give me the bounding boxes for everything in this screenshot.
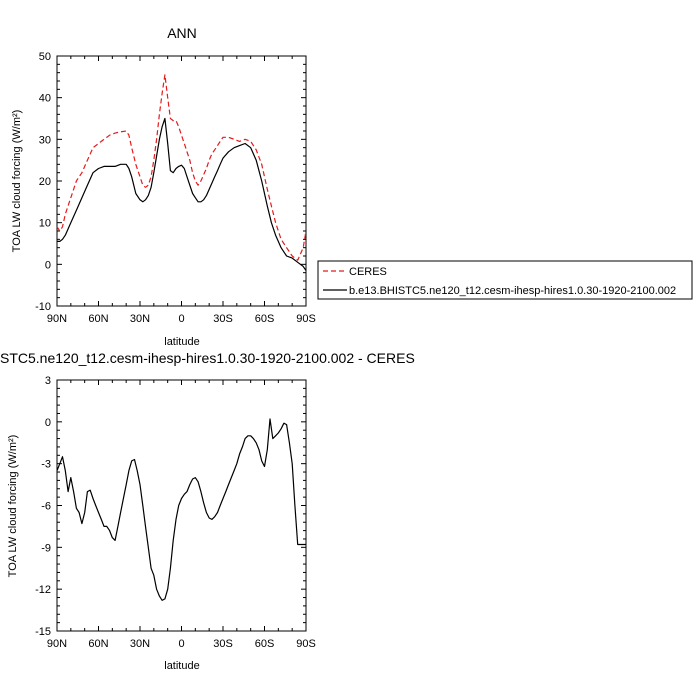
bottom-x-tick-label: 30N bbox=[130, 638, 150, 650]
bottom-y-tick-label: -6 bbox=[41, 501, 51, 513]
top-y-tick-label: 20 bbox=[39, 176, 51, 188]
bottom-y-ticks: -15 -12 -9 -6 -3 0 3 bbox=[35, 375, 306, 638]
top-y-axis-label: TOA LW cloud forcing (W/m²) bbox=[11, 110, 23, 253]
top-y-tick-label: -10 bbox=[35, 301, 51, 313]
bottom-series-lines bbox=[56, 418, 306, 601]
top-plot-frame bbox=[56, 55, 307, 307]
top-panel: ANN 90N 60N 30N 0 30S 60S 90S -10 0 10 20 30 40 50 l… bbox=[11, 25, 693, 348]
top-y-tick-label: 50 bbox=[39, 51, 51, 63]
bottom-x-tick-label: 30S bbox=[213, 638, 233, 650]
bottom-x-axis-label: latitude bbox=[164, 660, 199, 672]
top-series-line-1 bbox=[57, 117, 307, 271]
top-x-tick-label: 0 bbox=[178, 313, 184, 325]
bottom-x-ticks: 90N 60N 30N 0 30S 60S 90S bbox=[47, 380, 316, 650]
top-series-line-0 bbox=[56, 74, 307, 261]
bottom-x-tick-label: 60S bbox=[255, 638, 275, 650]
top-x-tick-label: 60S bbox=[255, 313, 275, 325]
bottom-y-tick-label: -12 bbox=[35, 584, 51, 596]
top-legend: CERES b.e13.BHISTC5.ne120_t12.cesm-ihesp… bbox=[317, 260, 693, 300]
top-title: ANN bbox=[167, 25, 197, 41]
top-x-ticks: 90N 60N 30N 0 30S 60S 90S bbox=[47, 56, 316, 325]
bottom-x-tick-label: 90S bbox=[296, 638, 316, 650]
top-x-tick-label: 30N bbox=[130, 313, 150, 325]
bottom-y-tick-label: 3 bbox=[45, 375, 51, 387]
top-x-tick-label: 90S bbox=[296, 313, 316, 325]
top-y-tick-label: 40 bbox=[39, 93, 51, 105]
top-y-ticks: -10 0 10 20 30 40 50 bbox=[35, 51, 306, 313]
legend-label-model: b.e13.BHISTC5.ne120_t12.cesm-ihesp-hires… bbox=[349, 285, 676, 297]
legend-box bbox=[317, 260, 693, 300]
bottom-x-tick-label: 90N bbox=[47, 638, 67, 650]
top-x-tick-label: 60N bbox=[88, 313, 108, 325]
bottom-y-tick-label: -15 bbox=[35, 626, 51, 638]
bottom-x-tick-label: 60N bbox=[88, 638, 108, 650]
top-y-tick-label: 30 bbox=[39, 134, 51, 146]
bottom-y-tick-label: -9 bbox=[41, 542, 51, 554]
top-series-lines bbox=[56, 74, 307, 271]
bottom-y-tick-label: 0 bbox=[45, 417, 51, 429]
bottom-x-tick-label: 0 bbox=[178, 638, 184, 650]
bottom-title: STC5.ne120_t12.cesm-ihesp-hires1.0.30-19… bbox=[0, 350, 415, 366]
bottom-y-tick-label: -3 bbox=[41, 459, 51, 471]
top-y-tick-label: 0 bbox=[45, 259, 51, 271]
bottom-panel: STC5.ne120_t12.cesm-ihesp-hires1.0.30-19… bbox=[0, 350, 415, 672]
top-x-tick-label: 30S bbox=[213, 313, 233, 325]
top-x-axis-label: latitude bbox=[164, 336, 199, 348]
bottom-y-axis-label: TOA LW cloud forcing (W/m²) bbox=[7, 435, 19, 578]
legend-label-ceres: CERES bbox=[349, 266, 387, 278]
bottom-series-line-0 bbox=[56, 418, 306, 601]
top-y-tick-label: 10 bbox=[39, 218, 51, 230]
top-x-tick-label: 90N bbox=[47, 313, 67, 325]
bottom-plot-frame bbox=[56, 379, 307, 632]
